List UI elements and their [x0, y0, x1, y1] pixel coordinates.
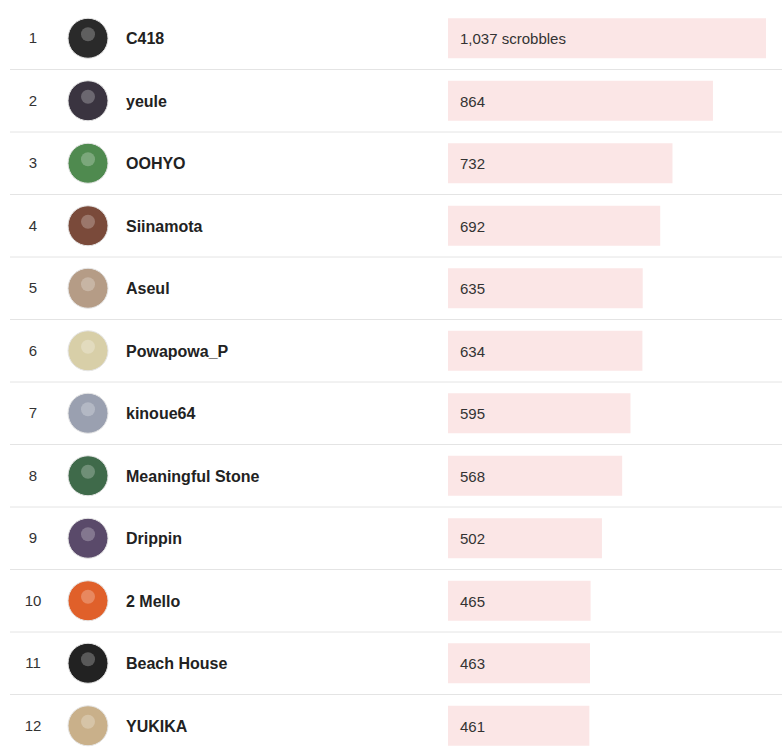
avatar-circle[interactable]	[68, 706, 108, 746]
artist-name[interactable]: Beach House	[126, 655, 227, 672]
texts: 1 C418 1,037 scrobbles 2 yeule 864 3 OOHYO 732 4 S…	[25, 18, 566, 746]
rank: 2	[29, 92, 37, 109]
rank: 6	[29, 342, 37, 359]
rank: 4	[29, 217, 37, 234]
bar	[448, 706, 589, 746]
artist-name[interactable]: Drippin	[126, 530, 182, 547]
avatar-circle[interactable]	[68, 18, 108, 58]
row-separator	[10, 132, 782, 133]
data-label: 461	[460, 718, 485, 735]
bar	[448, 456, 622, 496]
bar	[448, 18, 766, 58]
avatar-circle[interactable]	[68, 393, 108, 433]
avatar-circle[interactable]	[68, 206, 108, 246]
avatar[interactable]	[68, 143, 108, 183]
data-label: 568	[460, 468, 485, 485]
rank: 10	[25, 592, 42, 609]
row-separator	[10, 507, 782, 508]
avatar-circle[interactable]	[68, 643, 108, 683]
rank: 11	[25, 654, 41, 671]
artist-name[interactable]: C418	[126, 30, 164, 47]
avatar-circle[interactable]	[68, 456, 108, 496]
row-separator	[10, 69, 782, 70]
rank: 8	[29, 467, 37, 484]
artist-name[interactable]: kinoue64	[126, 405, 195, 422]
avatar-detail	[81, 402, 95, 416]
bar	[448, 581, 591, 621]
rank: 12	[25, 717, 42, 734]
avatar-detail	[81, 277, 95, 291]
bar	[448, 518, 602, 558]
avatar[interactable]	[68, 393, 108, 433]
bar	[448, 268, 643, 308]
rank: 9	[29, 529, 37, 546]
avatar[interactable]	[68, 456, 108, 496]
avatar[interactable]	[68, 331, 108, 371]
avatar[interactable]	[68, 18, 108, 58]
artist-name[interactable]: OOHYO	[126, 155, 186, 172]
artist-name[interactable]: Meaningful Stone	[126, 468, 259, 485]
row-separator	[10, 694, 782, 695]
rank: 5	[29, 279, 37, 296]
avatar[interactable]	[68, 581, 108, 621]
bar	[448, 143, 672, 183]
data-label: 692	[460, 218, 485, 235]
row-separators	[10, 70, 782, 695]
chart: 1 C418 1,037 scrobbles 2 yeule 864 3 OOHYO 732 4 S…	[0, 0, 782, 756]
data-label: 595	[460, 405, 485, 422]
artist-name[interactable]: Siinamota	[126, 218, 203, 235]
avatar-detail	[81, 590, 95, 604]
bar	[448, 331, 642, 371]
row-separator	[10, 257, 782, 258]
row-separator	[10, 382, 782, 383]
avatar-detail	[81, 152, 95, 166]
data-label: 1,037 scrobbles	[460, 30, 566, 47]
avatar-circle[interactable]	[68, 268, 108, 308]
avatar-detail	[81, 715, 95, 729]
rank: 7	[29, 404, 37, 421]
rank: 3	[29, 154, 37, 171]
avatar-detail	[81, 340, 95, 354]
avatar[interactable]	[68, 206, 108, 246]
avatar-detail	[81, 652, 95, 666]
avatar[interactable]	[68, 643, 108, 683]
bars	[448, 18, 766, 746]
data-label: 502	[460, 530, 485, 547]
data-label: 635	[460, 280, 485, 297]
avatar-circle[interactable]	[68, 518, 108, 558]
bar	[448, 393, 630, 433]
avatar[interactable]	[68, 268, 108, 308]
avatar-circle[interactable]	[68, 81, 108, 121]
avatar[interactable]	[68, 706, 108, 746]
row-separator	[10, 569, 782, 570]
avatar-detail	[81, 465, 95, 479]
avatar-detail	[81, 215, 95, 229]
row-separator	[10, 194, 782, 195]
data-label: 634	[460, 343, 485, 360]
row-separator	[10, 632, 782, 633]
bar	[448, 206, 660, 246]
data-label: 465	[460, 593, 485, 610]
artist-name[interactable]: YUKIKA	[126, 718, 188, 735]
avatar[interactable]	[68, 81, 108, 121]
row-separator	[10, 319, 782, 320]
avatar-circle[interactable]	[68, 581, 108, 621]
avatar-circle[interactable]	[68, 331, 108, 371]
avatar-detail	[81, 90, 95, 104]
avatar-circle[interactable]	[68, 143, 108, 183]
data-label: 732	[460, 155, 485, 172]
rank: 1	[29, 29, 37, 46]
data-label: 864	[460, 93, 485, 110]
bar	[448, 81, 713, 121]
artist-name[interactable]: 2 Mello	[126, 593, 180, 610]
avatar[interactable]	[68, 518, 108, 558]
data-label: 463	[460, 655, 485, 672]
avatar-detail	[81, 527, 95, 541]
artist-name[interactable]: Powapowa_P	[126, 343, 229, 360]
row-separator	[10, 444, 782, 445]
avatar-detail	[81, 27, 95, 41]
bar	[448, 643, 590, 683]
artist-name[interactable]: yeule	[126, 93, 167, 110]
artist-name[interactable]: Aseul	[126, 280, 170, 297]
